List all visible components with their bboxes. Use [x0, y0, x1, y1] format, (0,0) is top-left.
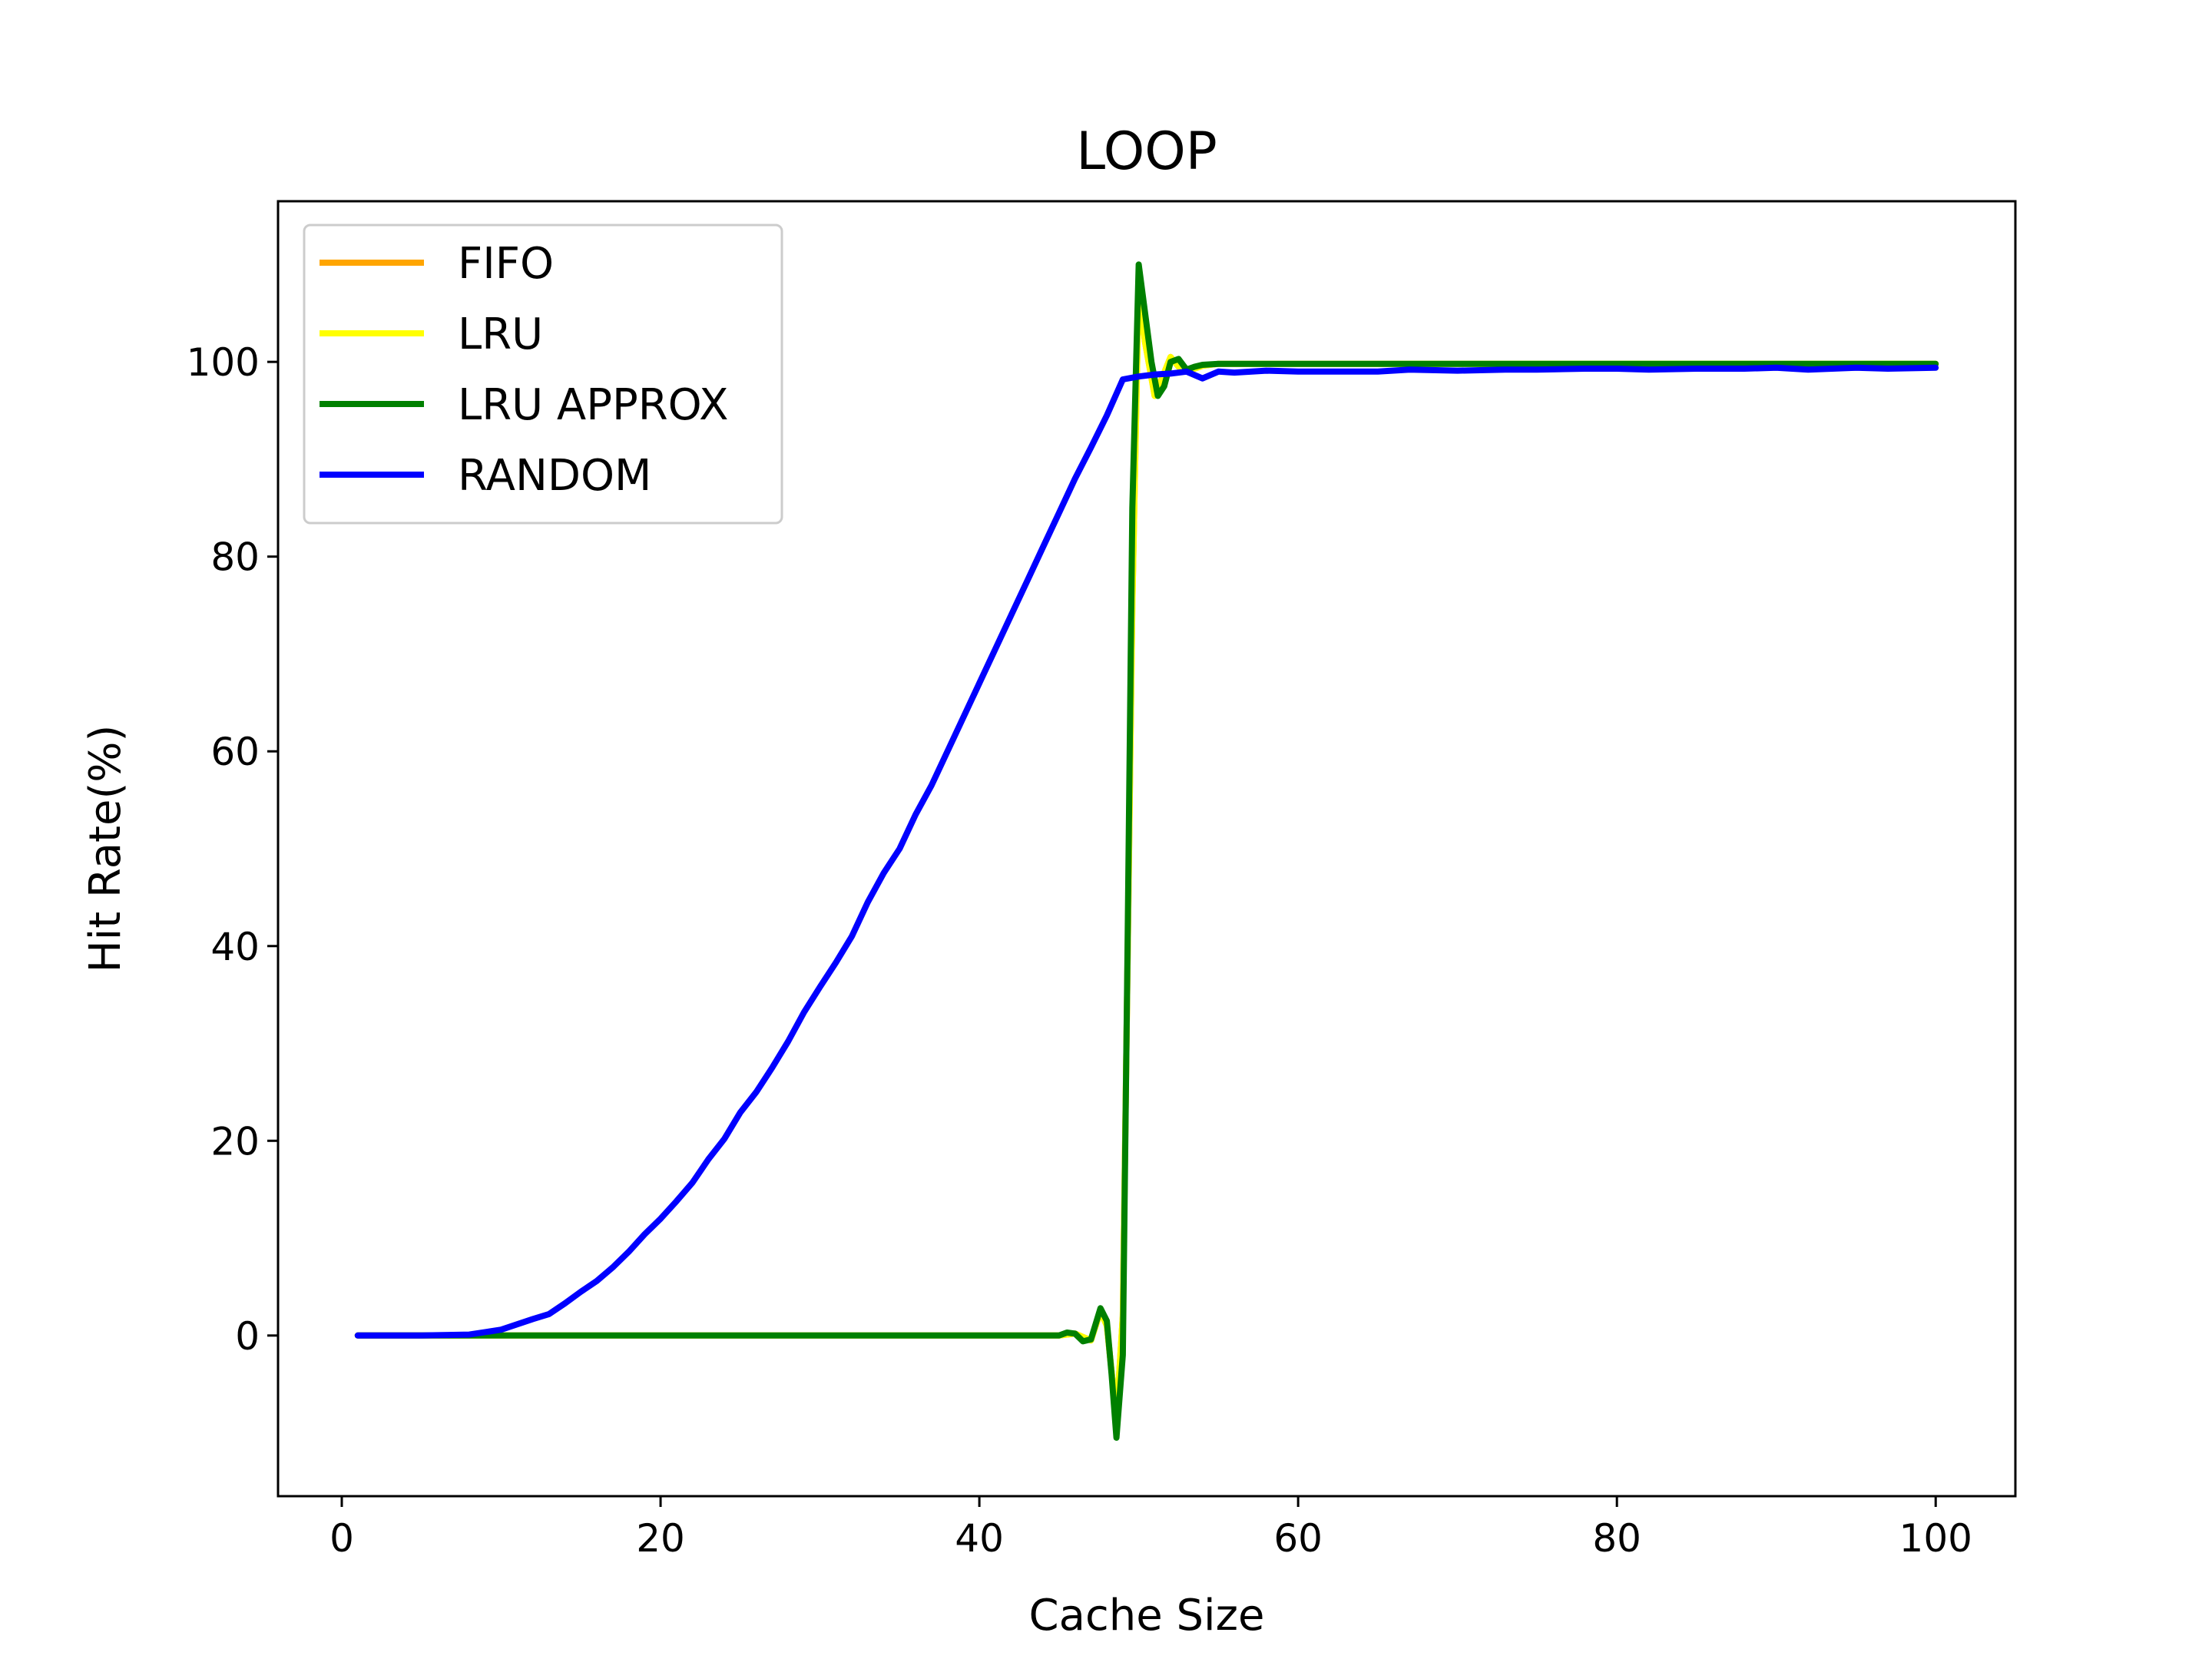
legend-frame	[303, 224, 783, 525]
series-line-lru-approx	[354, 261, 1939, 1441]
x-tick-label: 80	[1592, 1516, 1641, 1561]
y-tick-label: 20	[210, 1119, 260, 1164]
x-tick-label: 60	[1273, 1516, 1323, 1561]
x-tick-label: 20	[636, 1516, 685, 1561]
x-tick-label: 100	[1899, 1516, 1972, 1561]
x-tick-label: 0	[329, 1516, 354, 1561]
legend-label-fifo: FIFO	[458, 239, 554, 289]
plot-frame	[276, 200, 2017, 1498]
y-tick-label: 80	[210, 535, 260, 580]
y-tick-label: 100	[187, 340, 260, 385]
legend-label-lru: LRU	[458, 310, 543, 359]
y-axis-label: Hit Rate(%)	[81, 725, 131, 973]
series-layer	[354, 261, 1939, 1441]
y-tick-label: 40	[210, 925, 260, 969]
legend-label-random: RANDOM	[458, 451, 651, 501]
series-line-random	[354, 364, 1939, 1339]
legend: FIFO LRU LRU APPROX RANDOM	[303, 224, 783, 525]
y-tick-label: 60	[210, 730, 260, 774]
x-axis-label: Cache Size	[1029, 1591, 1265, 1641]
y-axis: 0 20 40 60 80 100	[187, 340, 278, 1359]
x-tick-label: 40	[955, 1516, 1004, 1561]
x-axis: 0 20 40 60 80 100	[329, 1496, 1972, 1561]
legend-label-lru-approx: LRU APPROX	[458, 380, 729, 430]
chart-title: LOOP	[1076, 121, 1217, 182]
y-tick-label: 0	[235, 1314, 260, 1359]
